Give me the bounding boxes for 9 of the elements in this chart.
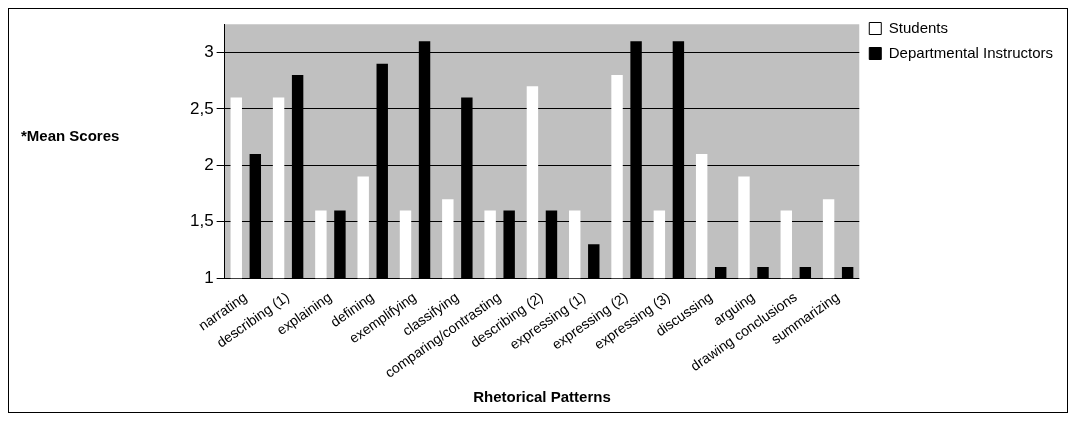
y-tick-label: 2,5 [189, 98, 214, 118]
y-tick-label: 2 [204, 154, 214, 174]
legend-label: Students [888, 18, 948, 36]
legend-label: Departmental Instructors [888, 43, 1053, 61]
y-tick-label: 1,5 [189, 210, 214, 230]
y-tick-label: 1 [204, 267, 214, 287]
x-axis-title: Rhetorical Patterns [473, 387, 611, 405]
y-axis-title: *Mean Scores [20, 127, 121, 146]
y-tick-label: 3 [204, 41, 214, 61]
